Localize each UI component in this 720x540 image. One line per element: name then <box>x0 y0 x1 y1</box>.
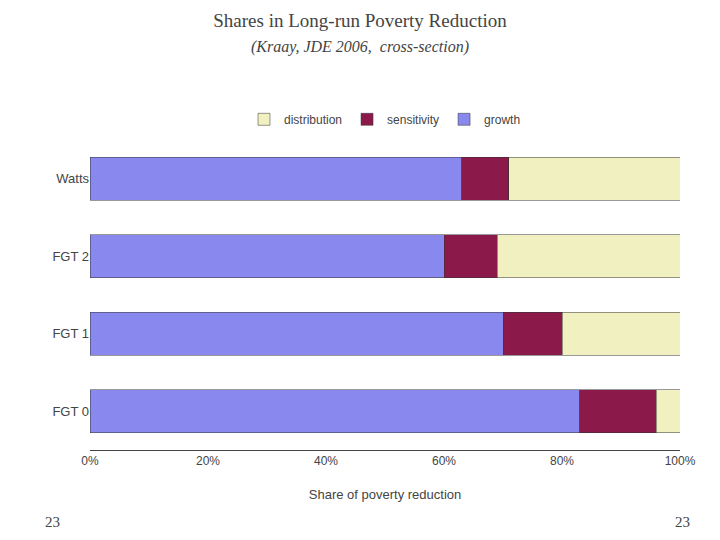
svg-text:FGT 0: FGT 0 <box>52 404 89 419</box>
svg-text:100%: 100% <box>665 454 696 468</box>
svg-text:Share of poverty reduction: Share of poverty reduction <box>309 487 461 502</box>
svg-text:40%: 40% <box>314 454 338 468</box>
svg-text:sensitivity: sensitivity <box>387 113 439 127</box>
svg-text:23: 23 <box>675 514 690 530</box>
svg-text:FGT 1: FGT 1 <box>52 326 89 341</box>
svg-text:20%: 20% <box>196 454 220 468</box>
svg-text:60%: 60% <box>432 454 456 468</box>
svg-text:distribution: distribution <box>284 113 342 127</box>
svg-text:80%: 80% <box>550 454 574 468</box>
svg-text:Shares in Long-run Poverty Red: Shares in Long-run Poverty Reduction(Kra… <box>213 10 507 56</box>
svg-text:0%: 0% <box>81 454 99 468</box>
svg-text:growth: growth <box>484 113 520 127</box>
svg-text:FGT 2: FGT 2 <box>52 249 89 264</box>
svg-text:Watts: Watts <box>56 171 89 186</box>
svg-text:23: 23 <box>45 514 60 530</box>
